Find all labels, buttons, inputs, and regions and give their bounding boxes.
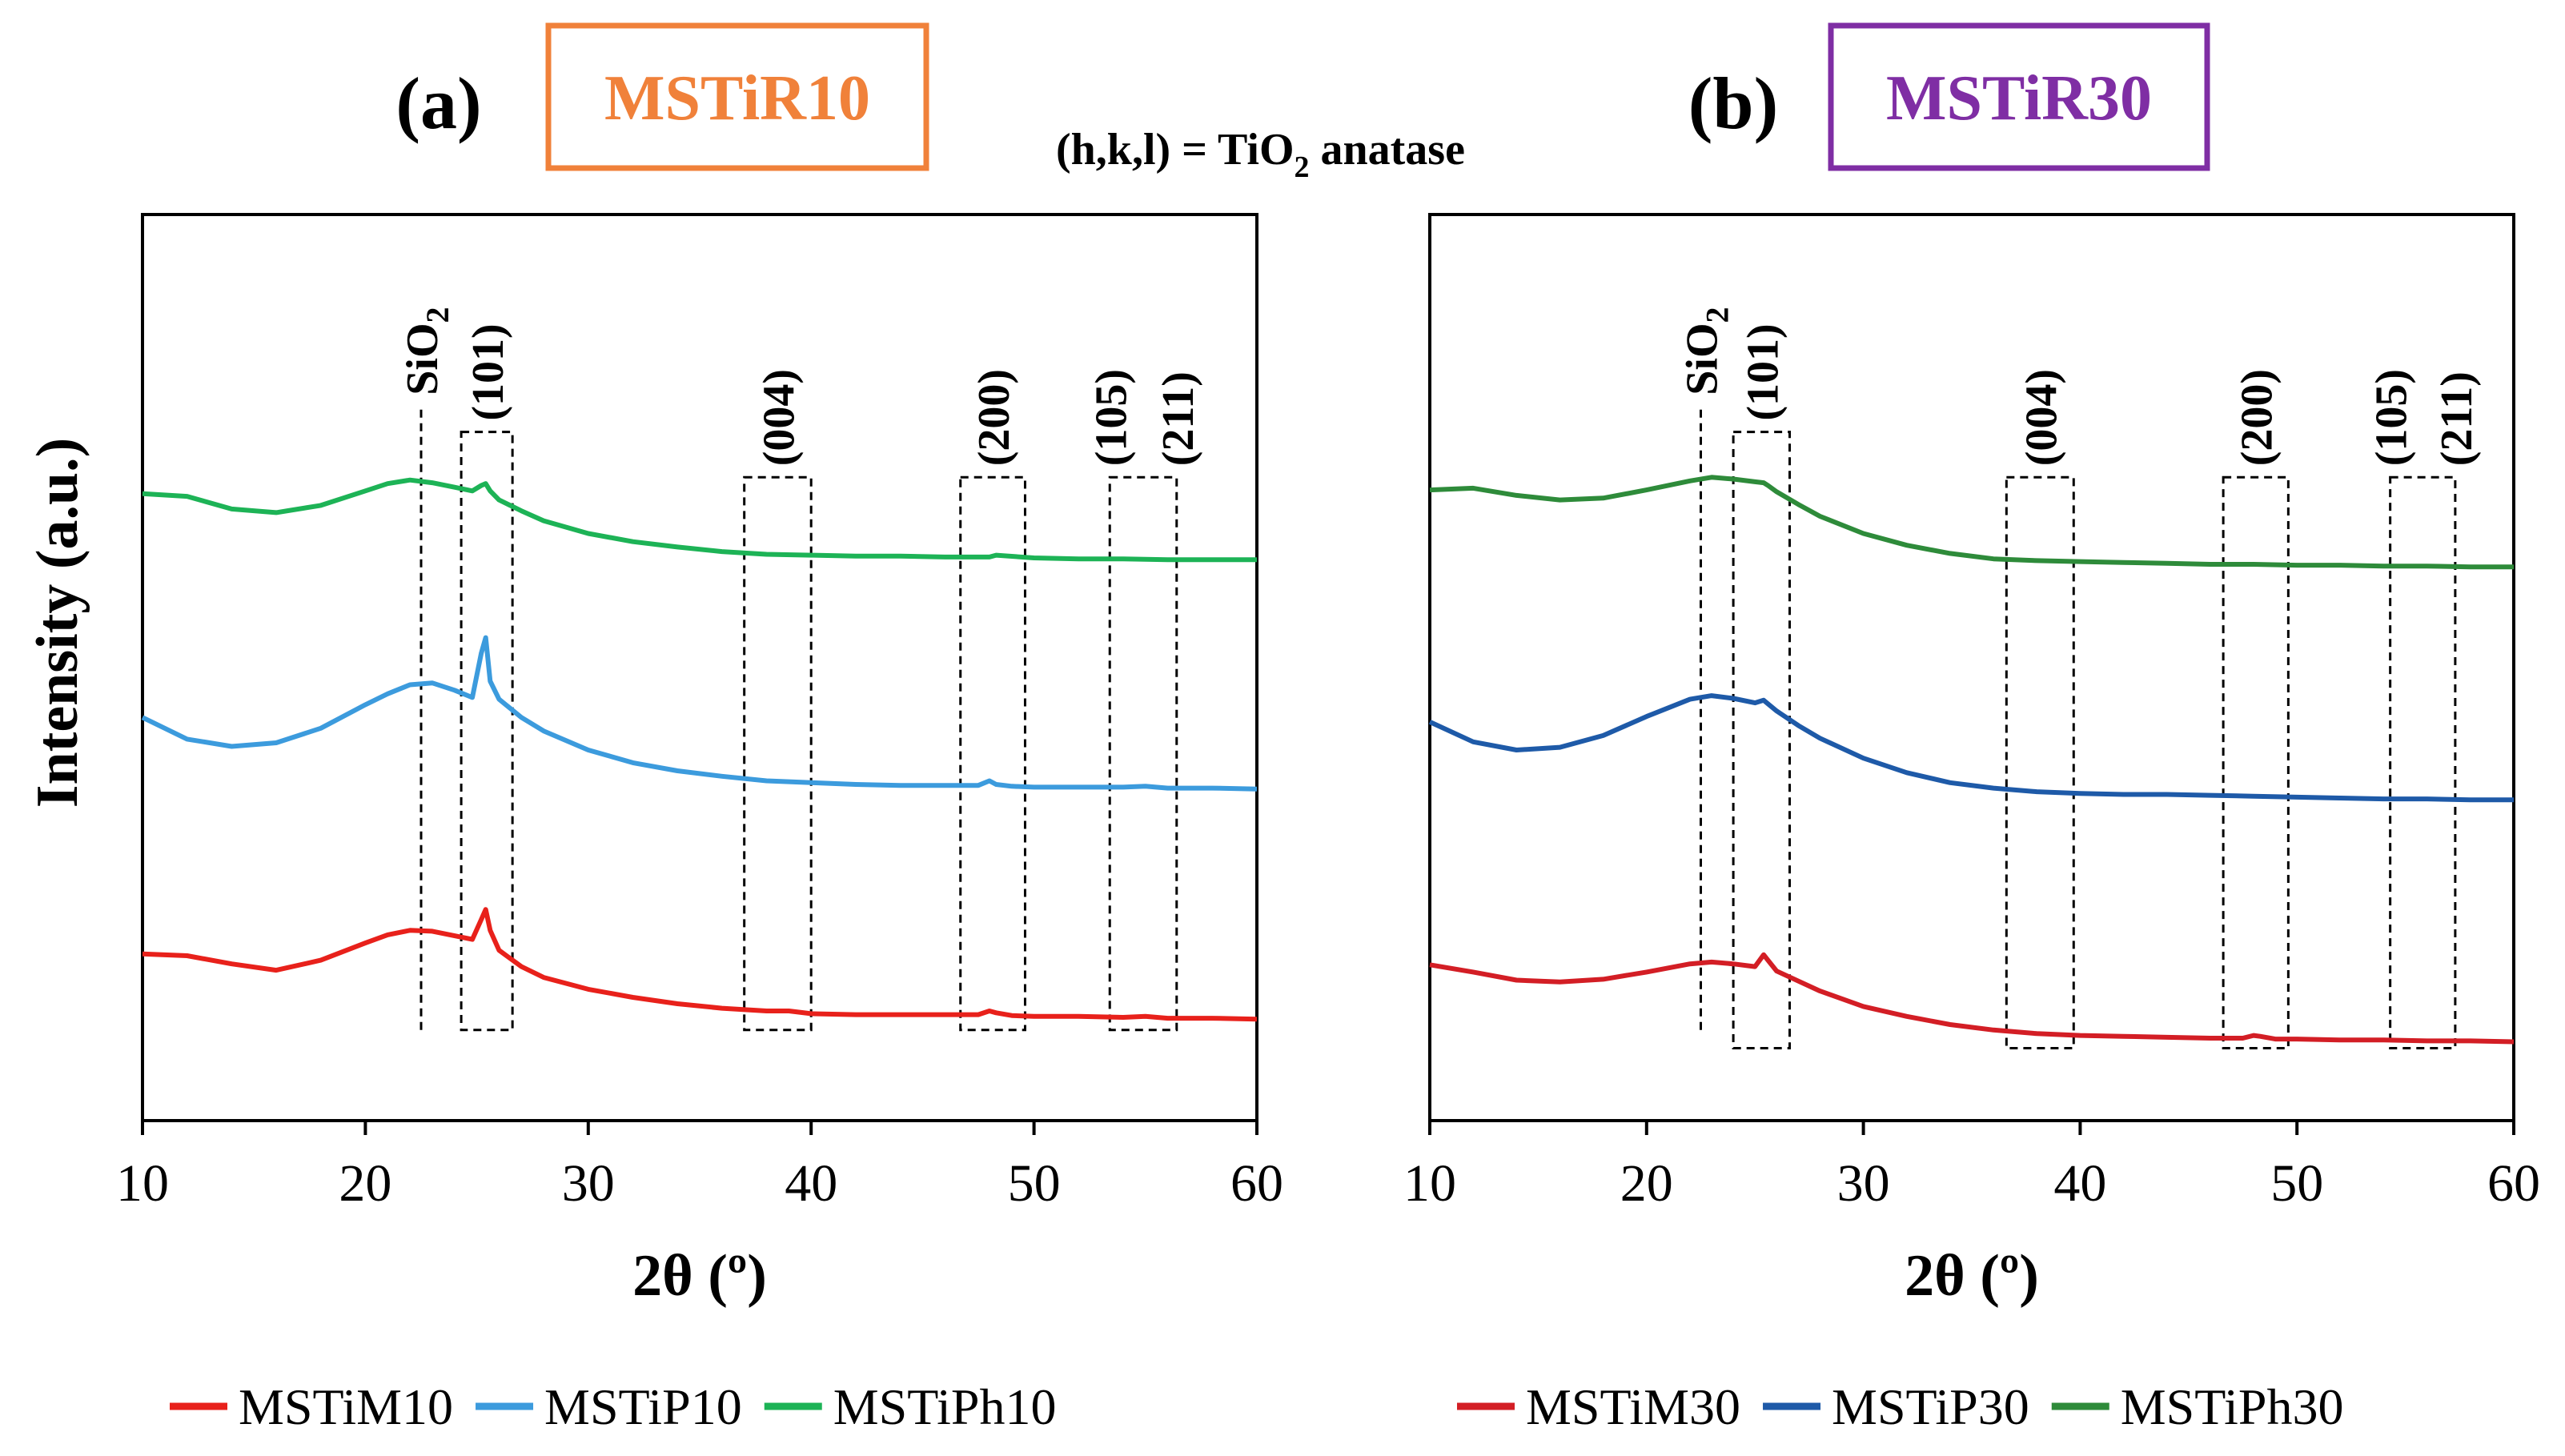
x-tick-label: 40 [2053, 1154, 2106, 1213]
panel-b: (b) MSTiR30 SiO2(101) (004) (200) (105) (211) 1… [1403, 22, 2540, 1435]
peak-region-box [2222, 475, 2290, 1049]
legend-label: MSTiM10 [239, 1378, 453, 1435]
plot-frame [141, 213, 1258, 1122]
legend-label: MSTiPh30 [2121, 1378, 2344, 1435]
x-axis-title: 2θ (º) [632, 1243, 767, 1309]
peak-label: (200) [969, 369, 1019, 466]
x-tick-label: 50 [2270, 1154, 2323, 1213]
peak-label: (200) [2233, 369, 2282, 466]
peak-label: (211) [2432, 371, 2482, 466]
series-line-mstiph10 [142, 477, 1257, 563]
x-tick-label: 60 [1230, 1154, 1283, 1213]
sample-title-box [1828, 22, 2210, 171]
peak-label: (211) [1154, 371, 1203, 466]
reference-label: SiO2 [1678, 307, 1736, 395]
peak-region-box [959, 475, 1026, 1032]
x-tick-label: 10 [1403, 1154, 1456, 1213]
peak-label: (105) [2367, 369, 2417, 466]
hkl-note: (h,k,l) = TiO2 anatase [1056, 125, 1465, 184]
x-tick-label: 60 [2487, 1154, 2540, 1213]
x-axis-title: 2θ (º) [1905, 1243, 2039, 1309]
x-tick-label: 40 [785, 1154, 837, 1213]
peak-label: (105) [1086, 369, 1136, 466]
peak-label: (004) [754, 369, 804, 466]
x-tick-label: 10 [116, 1154, 169, 1213]
sample-title-box [545, 22, 929, 171]
plot-frame [1428, 213, 2515, 1122]
legend-label: MSTiP10 [544, 1378, 742, 1435]
sample-title: MSTiR10 [604, 63, 870, 134]
peak-label: (101) [1738, 323, 1788, 420]
x-tick-label: 20 [339, 1154, 391, 1213]
x-tick-label: 30 [562, 1154, 615, 1213]
x-tick-label: 30 [1837, 1154, 1890, 1213]
peak-region-box [460, 431, 514, 1032]
series-line-mstim10 [142, 907, 1258, 1022]
sample-title: MSTiR30 [1886, 63, 2152, 134]
peak-label: (004) [2017, 369, 2066, 466]
panel-letter: (b) [1688, 62, 1778, 144]
peak-region-box [1732, 431, 1792, 1049]
legend-label: MSTiP30 [1832, 1378, 2029, 1435]
peak-region-box [743, 475, 813, 1032]
peak-label: (101) [464, 323, 513, 420]
panel-a: (a) MSTiR10 SiO2(101) (004) (200) (105) (211) 1… [116, 22, 1283, 1435]
series-line-mstiph30 [1429, 475, 2514, 570]
x-tick-label: 50 [1008, 1154, 1061, 1213]
legend-label: MSTiPh10 [833, 1378, 1057, 1435]
peak-region-box [2005, 475, 2075, 1049]
legend-label: MSTiM30 [1526, 1378, 1740, 1435]
series-line-mstip10 [141, 635, 1258, 792]
x-tick-label: 20 [1620, 1154, 1673, 1213]
peak-region-box [2389, 475, 2457, 1049]
reference-label: SiO2 [398, 307, 456, 395]
peak-region-box [1108, 475, 1178, 1032]
panel-letter: (a) [395, 62, 481, 144]
series-line-mstip30 [1428, 693, 2514, 803]
y-axis-title: Intensity (a.u.) [25, 438, 90, 808]
series-line-mstim30 [1429, 952, 2515, 1045]
